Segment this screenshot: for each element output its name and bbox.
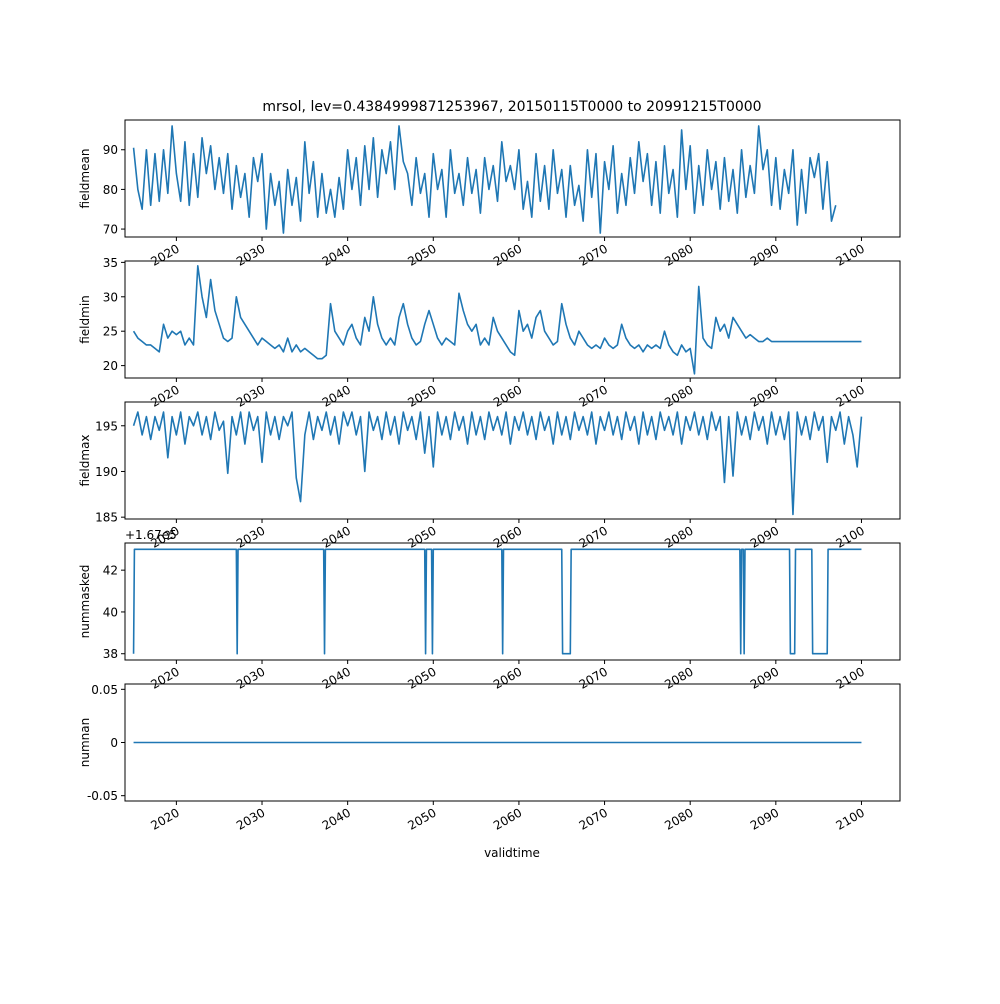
x-tick-label: 2050 <box>405 664 438 691</box>
x-tick-label: 2060 <box>491 805 524 832</box>
subplot-nummasked: 38 40 42 nummasked +1.67e5 2020 2030 2040 2050 20… <box>78 528 901 692</box>
y-axis-label: numnan <box>78 718 92 767</box>
y-tick-label: 25 <box>103 325 118 339</box>
x-tick-label: 2040 <box>320 241 353 268</box>
y-tick-label: 20 <box>103 359 118 373</box>
x-tick-label: 2060 <box>491 382 524 409</box>
x-tick-label: 2080 <box>662 805 695 832</box>
x-axis-label: validtime <box>484 846 540 860</box>
y-tick-label: 42 <box>103 564 118 578</box>
x-tick-label: 2040 <box>320 805 353 832</box>
axes-frame <box>124 542 901 661</box>
series-line-fieldmin <box>132 265 862 375</box>
x-tick-label: 2050 <box>405 805 438 832</box>
x-tick-label: 2080 <box>662 523 695 550</box>
y-tick-label: 70 <box>103 223 118 237</box>
axis-offset-text: +1.67e5 <box>125 528 177 542</box>
y-axis-label: fieldmean <box>78 149 92 209</box>
x-tick-label: 2100 <box>834 523 867 550</box>
x-tick-label: 2060 <box>491 241 524 268</box>
x-tick-label: 2090 <box>748 805 781 832</box>
x-tick-label: 2100 <box>834 382 867 409</box>
x-tick-label: 2030 <box>234 805 267 832</box>
x-tick-label: 2070 <box>577 382 610 409</box>
y-tick-label: -0.05 <box>87 789 118 803</box>
x-tick-label: 2090 <box>748 523 781 550</box>
y-tick-label: 30 <box>103 290 118 304</box>
x-tick-label: 2070 <box>577 523 610 550</box>
y-axis-label: fieldmax <box>78 434 92 486</box>
x-tick-label: 2030 <box>234 664 267 691</box>
axes-frame <box>124 401 901 520</box>
x-tick-label: 2080 <box>662 241 695 268</box>
y-tick-label: 90 <box>103 143 118 157</box>
x-tick-label: 2030 <box>234 241 267 268</box>
y-tick-label: 185 <box>95 511 118 525</box>
x-tick-label: 2040 <box>320 664 353 691</box>
axes-frame <box>124 260 901 379</box>
chart-title: mrsol, lev=0.4384999871253967, 20150115T… <box>262 99 761 115</box>
x-tick-label: 2060 <box>491 523 524 550</box>
y-tick-label: 195 <box>95 419 118 433</box>
x-tick-label: 2020 <box>148 382 181 409</box>
x-tick-label: 2050 <box>405 241 438 268</box>
subplot-numnan: -0.05 0 0.05 numnan 2020 2030 2040 2050 2060 2070… <box>78 683 901 833</box>
x-tick-label: 2020 <box>148 805 181 832</box>
axes-frame <box>124 119 901 238</box>
x-tick-label: 2090 <box>748 664 781 691</box>
y-tick-label: 190 <box>95 465 118 479</box>
x-tick-label: 2050 <box>405 382 438 409</box>
y-axis-label: nummasked <box>78 565 92 639</box>
x-tick-label: 2100 <box>834 241 867 268</box>
y-tick-label: 38 <box>103 647 118 661</box>
subplot-fieldmin: 20 25 30 35 fieldmin 2020 2030 2040 2050 2060 2070… <box>78 256 901 410</box>
series-line-fieldmax <box>132 411 863 516</box>
x-tick-label: 2070 <box>577 664 610 691</box>
x-tick-label: 2090 <box>748 241 781 268</box>
y-tick-label: 0.05 <box>91 683 118 697</box>
series-line-nummasked <box>132 548 862 655</box>
y-tick-label: 35 <box>103 256 118 270</box>
x-tick-label: 2050 <box>405 523 438 550</box>
subplot-fieldmean: 70 80 90 fieldmean 2020 2030 2040 2050 2060 2070 2… <box>78 119 901 269</box>
x-tick-label: 2030 <box>234 523 267 550</box>
x-tick-label: 2070 <box>577 805 610 832</box>
series-line-fieldmean <box>132 125 837 234</box>
x-tick-label: 2100 <box>834 805 867 832</box>
y-tick-label: 40 <box>103 605 118 619</box>
x-tick-label: 2040 <box>320 382 353 409</box>
x-tick-label: 2020 <box>148 241 181 268</box>
y-tick-label: 0 <box>110 736 118 750</box>
x-tick-label: 2030 <box>234 382 267 409</box>
y-axis-label: fieldmin <box>78 295 92 344</box>
y-tick-label: 80 <box>103 183 118 197</box>
x-tick-label: 2020 <box>148 664 181 691</box>
x-tick-label: 2080 <box>662 382 695 409</box>
x-tick-label: 2090 <box>748 382 781 409</box>
x-tick-label: 2060 <box>491 664 524 691</box>
x-tick-label: 2080 <box>662 664 695 691</box>
x-tick-label: 2100 <box>834 664 867 691</box>
x-tick-label: 2040 <box>320 523 353 550</box>
x-tick-label: 2070 <box>577 241 610 268</box>
